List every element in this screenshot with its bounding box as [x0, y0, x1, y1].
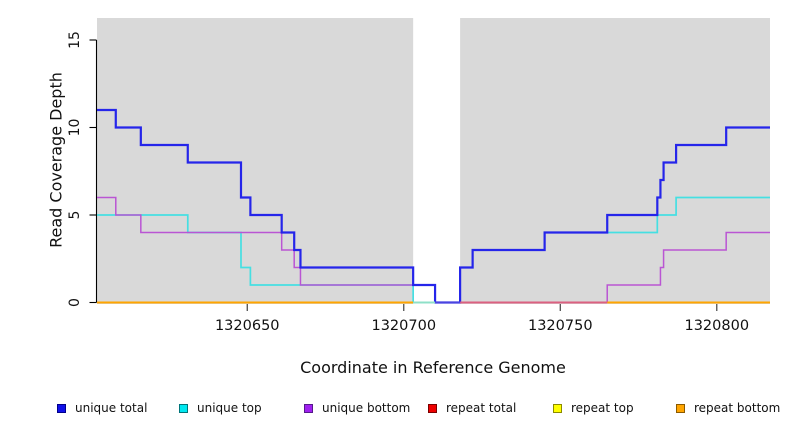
x-axis-title: Coordinate in Reference Genome [300, 358, 566, 377]
series-line-unique-total [97, 108, 770, 304]
legend-label: repeat total [446, 401, 517, 415]
legend-item-unique-total: unique total [57, 397, 147, 419]
x-tick-label: 1320650 [215, 318, 280, 334]
legend-label: unique bottom [322, 401, 411, 415]
legend-swatch-icon [179, 403, 188, 413]
x-tick-label: 1320750 [528, 318, 593, 334]
legend-swatch-icon [57, 403, 66, 413]
legend-item-repeat-top: repeat top [553, 397, 634, 419]
y-axis-title: Read Coverage Depth [46, 72, 66, 248]
legend: unique total unique top unique bottom repea… [0, 397, 792, 421]
legend-swatch-icon [304, 403, 313, 413]
legend-item-repeat-total: repeat total [428, 397, 516, 419]
y-tick-label: 0 [67, 298, 83, 307]
legend-item-unique-top: unique top [179, 397, 262, 419]
legend-swatch-icon [676, 403, 685, 413]
y-tick-label: 15 [67, 31, 83, 49]
x-tick-label: 1320700 [371, 318, 436, 334]
y-tick-label: 10 [67, 119, 83, 137]
legend-label: repeat bottom [694, 401, 781, 415]
legend-label: unique top [197, 401, 262, 415]
legend-swatch-icon [553, 403, 562, 413]
masked-region [413, 18, 461, 304]
legend-swatch-icon [428, 403, 437, 413]
legend-label: unique total [75, 401, 148, 415]
series-line-unique-bottom [97, 196, 770, 304]
x-tick-label: 1320800 [684, 318, 749, 334]
legend-item-unique-bottom: unique bottom [304, 397, 410, 419]
y-tick-label: 5 [67, 211, 83, 220]
legend-label: repeat top [571, 401, 634, 415]
legend-item-repeat-bottom: repeat bottom [676, 397, 780, 419]
